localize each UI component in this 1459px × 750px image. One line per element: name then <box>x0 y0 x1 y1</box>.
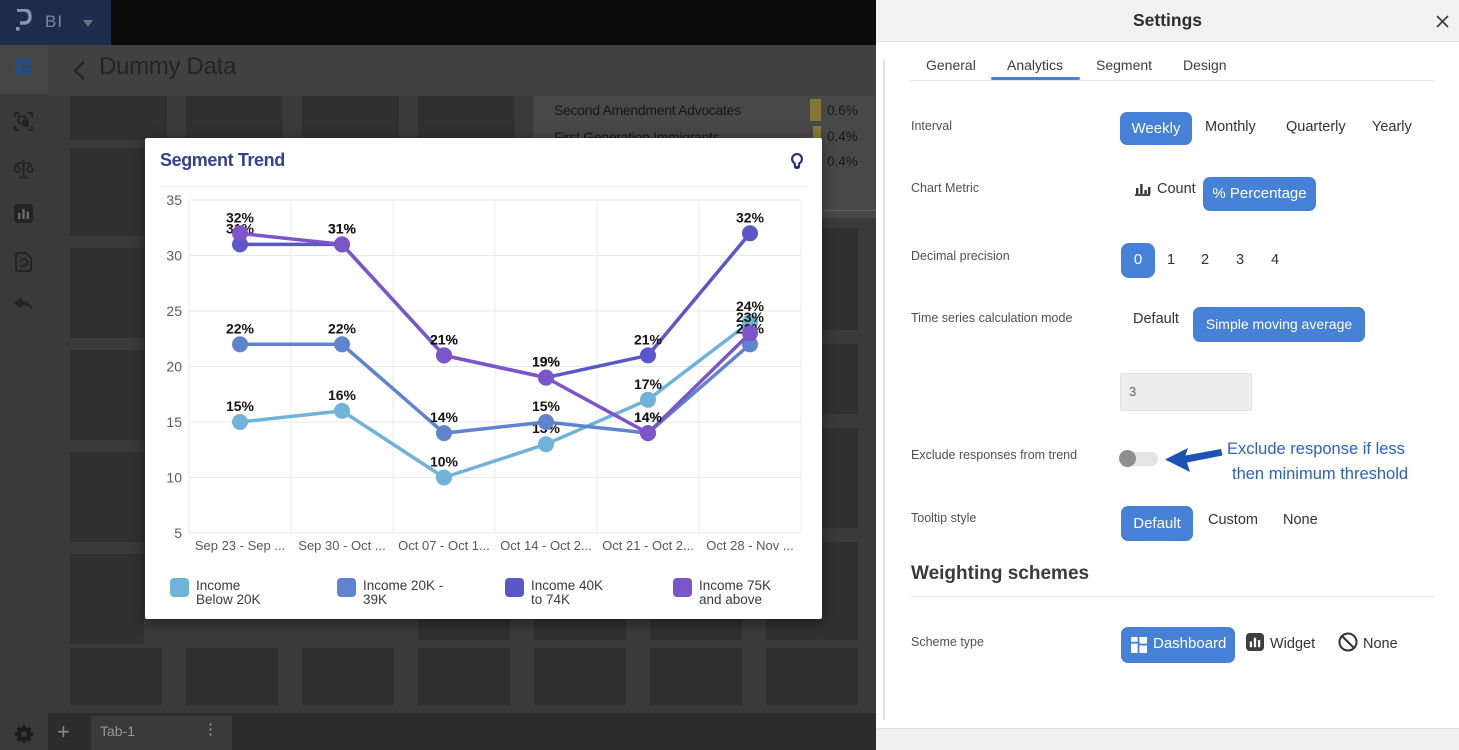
svg-text:22%: 22% <box>226 320 255 336</box>
svg-text:Oct 21 - Oct 2...: Oct 21 - Oct 2... <box>602 538 694 553</box>
svg-text:20: 20 <box>166 359 182 375</box>
svg-text:17%: 17% <box>634 376 663 392</box>
svg-text:16%: 16% <box>328 387 357 403</box>
svg-text:21%: 21% <box>430 331 459 347</box>
svg-text:24%: 24% <box>736 298 765 314</box>
svg-text:31%: 31% <box>328 220 357 236</box>
svg-text:30: 30 <box>166 248 182 264</box>
svg-text:Sep 23 - Sep ...: Sep 23 - Sep ... <box>195 538 285 553</box>
svg-text:19%: 19% <box>532 354 561 370</box>
svg-text:23%: 23% <box>736 309 765 325</box>
svg-text:10: 10 <box>166 470 182 486</box>
svg-text:19%: 19% <box>532 354 561 370</box>
svg-text:25: 25 <box>166 303 182 319</box>
svg-text:10%: 10% <box>430 454 459 470</box>
svg-text:35: 35 <box>166 192 182 208</box>
svg-text:Oct 14 - Oct 2...: Oct 14 - Oct 2... <box>500 538 592 553</box>
svg-text:Sep 30 - Oct ...: Sep 30 - Oct ... <box>298 538 385 553</box>
svg-text:Oct 28 - Nov ...: Oct 28 - Nov ... <box>706 538 793 553</box>
svg-text:14%: 14% <box>430 409 459 425</box>
svg-text:22%: 22% <box>328 320 357 336</box>
svg-text:14%: 14% <box>634 409 663 425</box>
svg-text:14%: 14% <box>634 409 663 425</box>
svg-text:32%: 32% <box>226 209 255 225</box>
svg-text:15%: 15% <box>226 398 255 414</box>
svg-text:21%: 21% <box>634 331 663 347</box>
svg-text:Income 20K -39K: Income 20K -39K <box>363 578 443 607</box>
svg-text:15%: 15% <box>532 398 561 414</box>
svg-text:15: 15 <box>166 414 182 430</box>
svg-text:31%: 31% <box>328 220 357 236</box>
svg-text:Oct 07 - Oct 1...: Oct 07 - Oct 1... <box>398 538 490 553</box>
svg-text:5: 5 <box>174 525 182 541</box>
svg-text:21%: 21% <box>430 331 459 347</box>
svg-text:32%: 32% <box>736 209 765 225</box>
